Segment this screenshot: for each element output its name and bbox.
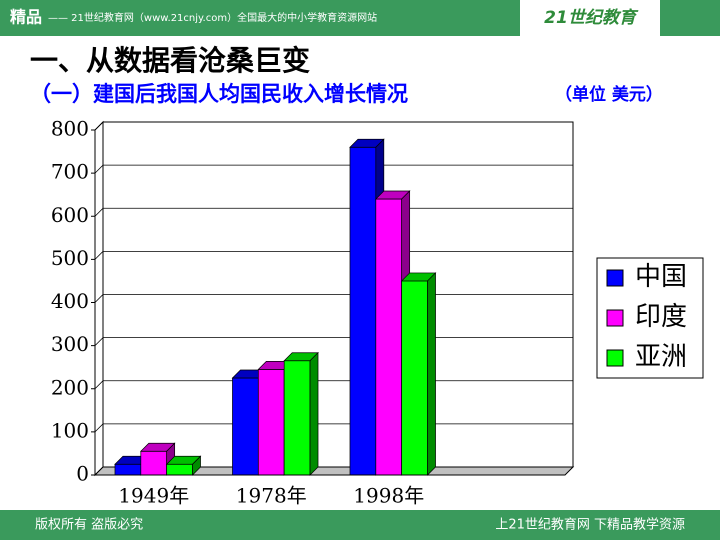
bar-front [375, 198, 403, 476]
legend-label: 中国 [635, 262, 687, 292]
x-tick-label: 1949年 [118, 484, 189, 508]
bar-front [114, 463, 142, 476]
footer-bar [0, 510, 720, 540]
grid-line [94, 207, 573, 217]
bar-front [283, 360, 311, 476]
chart: 0 100 200 300 400 500 600 700 800 1949年 1978年 1998年… [51, 117, 704, 508]
bar [400, 272, 437, 476]
y-tick-label: 600 [51, 203, 89, 227]
legend-label: 印度 [635, 302, 687, 332]
bar-front [401, 280, 428, 476]
bar-front [257, 368, 285, 476]
legend-swatch [606, 309, 624, 327]
bar-front [140, 450, 168, 476]
bar-side [427, 272, 436, 476]
y-tick-label: 500 [51, 246, 89, 270]
bar-front [232, 377, 259, 476]
bar-front [349, 146, 377, 476]
header-brand: 精品 [10, 8, 42, 27]
legend-label: 亚洲 [635, 342, 687, 372]
chart-title: （一）建国后我国人均国民收入增长情况 [30, 82, 408, 106]
y-tick-label: 100 [51, 418, 89, 442]
x-tick-label: 1978年 [236, 484, 307, 508]
y-tick-label: 700 [51, 160, 89, 184]
bar [283, 351, 319, 476]
header-text: —— 21世纪教育网（www.21cnjy.com）全国最大的中小学教育资源网站 [48, 11, 377, 24]
y-tick-label: 300 [51, 332, 89, 356]
x-tick-label: 1998年 [353, 484, 424, 508]
logo: 21世纪教育 [544, 8, 639, 28]
bar-side [192, 455, 201, 476]
heading: 一、从数据看沧桑巨变 [30, 44, 310, 77]
y-tick-label: 800 [51, 117, 89, 141]
chart-unit: （单位 美元） [555, 84, 663, 105]
grid-line [94, 121, 573, 131]
y-tick-label: 400 [51, 289, 89, 313]
footer-left: 版权所有 盗版必究 [35, 517, 143, 533]
legend-swatch [606, 349, 624, 367]
y-tick-label: 200 [51, 375, 89, 399]
legend-swatch [606, 269, 624, 287]
bar-side [309, 351, 319, 476]
grid-line [94, 250, 573, 260]
bar-front [166, 463, 193, 476]
y-tick-label: 0 [76, 462, 89, 486]
bar [165, 455, 202, 476]
grid-line [94, 164, 573, 174]
logo-box [520, 0, 660, 36]
footer-right: 上21世纪教育网 下精品教学资源 [495, 517, 685, 533]
